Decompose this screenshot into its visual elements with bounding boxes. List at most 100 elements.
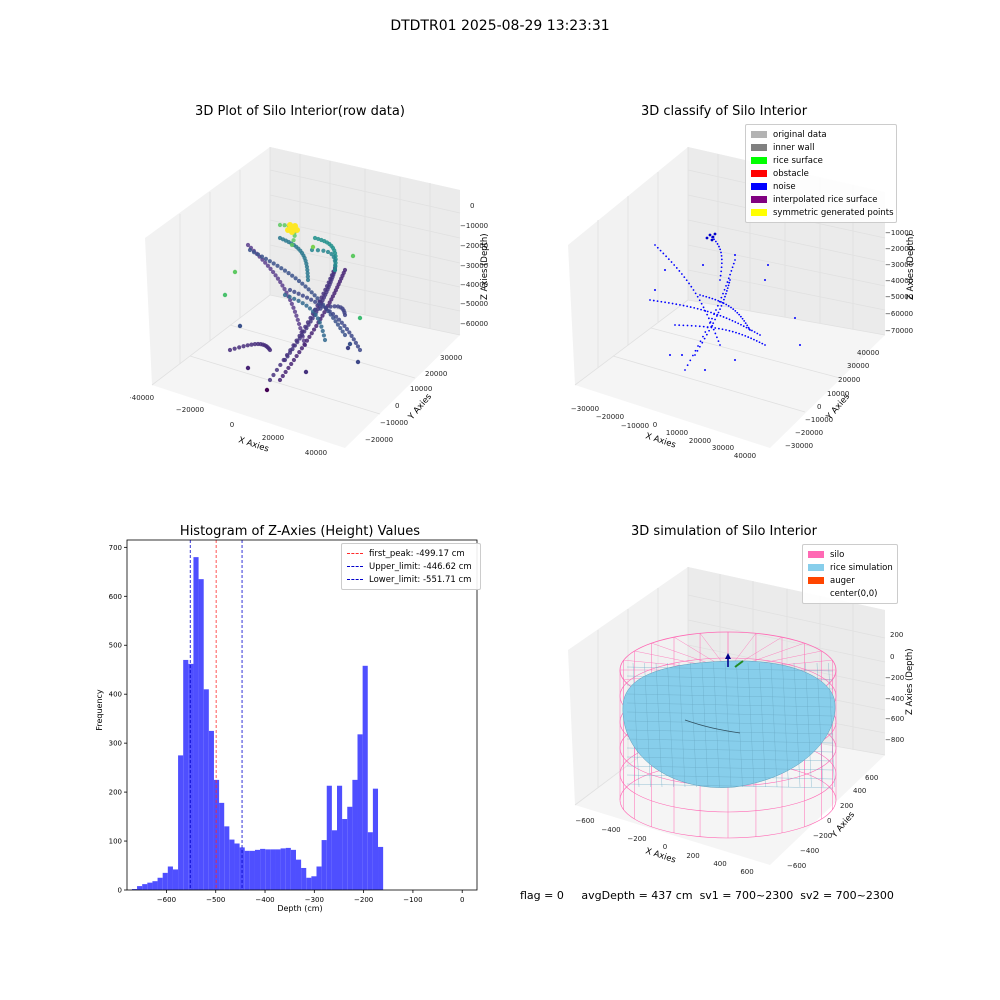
scatter-point bbox=[726, 287, 729, 290]
scatter-point bbox=[654, 244, 656, 246]
scatter-point bbox=[719, 314, 722, 317]
p1-ylabel: Y Axies bbox=[406, 392, 434, 423]
legend-swatch bbox=[751, 209, 767, 216]
scatter-point bbox=[669, 354, 671, 356]
rice-mesh-line bbox=[626, 738, 834, 744]
scatter-point bbox=[682, 304, 685, 307]
scatter-point bbox=[652, 299, 655, 302]
scatter-point bbox=[750, 337, 753, 340]
hist-bar bbox=[285, 847, 291, 890]
scatter-point bbox=[696, 307, 699, 310]
scatter-point bbox=[686, 364, 689, 367]
hist-ytick-label: 200 bbox=[109, 789, 122, 797]
scatter-point bbox=[728, 318, 731, 321]
hist-xtick-label: −200 bbox=[354, 896, 373, 904]
scatter-point bbox=[286, 271, 291, 276]
scatter-point bbox=[245, 343, 250, 348]
p4-xtick: −200 bbox=[627, 835, 646, 843]
p1-zlabel: Z Axies (Depth) bbox=[480, 233, 490, 300]
scatter-point bbox=[313, 312, 318, 317]
scatter-point bbox=[292, 289, 297, 294]
rice-mesh-line bbox=[626, 783, 834, 789]
scatter-point bbox=[736, 311, 739, 314]
scatter-point bbox=[353, 340, 358, 345]
hist-bar bbox=[378, 846, 384, 890]
hist-bar bbox=[137, 886, 143, 890]
scatter-point bbox=[324, 284, 330, 289]
scatter-point bbox=[327, 309, 332, 314]
flag-text: flag = 0 bbox=[520, 889, 564, 902]
scatter-point bbox=[714, 240, 717, 243]
scatter-point bbox=[753, 338, 755, 341]
scatter-point bbox=[704, 331, 707, 333]
scatter-point bbox=[667, 258, 670, 261]
scatter-point bbox=[255, 252, 261, 257]
scatter-point bbox=[289, 301, 294, 306]
p2-ytick: 0 bbox=[817, 403, 821, 411]
p2-ytick: 20000 bbox=[838, 376, 860, 384]
hist-bar bbox=[357, 734, 363, 890]
hist-bar bbox=[183, 659, 189, 890]
scatter-point bbox=[332, 258, 338, 263]
scatter-point bbox=[740, 323, 742, 326]
hist-bar bbox=[162, 872, 168, 890]
scatter-point bbox=[716, 336, 718, 339]
hist-bar bbox=[306, 877, 312, 890]
scatter-point bbox=[347, 330, 352, 335]
hist-xtick-label: −600 bbox=[157, 896, 176, 904]
scatter-point bbox=[270, 269, 276, 275]
legend-item-lower-limit: Lower_limit: -551.71 cm bbox=[347, 573, 475, 586]
scatter-point bbox=[701, 341, 704, 344]
scatter-point bbox=[739, 315, 742, 318]
rice-mesh-line bbox=[678, 662, 686, 788]
p4-xtick: 400 bbox=[713, 860, 726, 868]
scatter-point bbox=[735, 331, 737, 334]
p2-xtick: 20000 bbox=[689, 437, 711, 445]
scatter-point bbox=[756, 332, 759, 335]
hist-bar bbox=[142, 884, 148, 890]
scatter-point bbox=[759, 334, 761, 336]
scatter-point bbox=[303, 324, 308, 329]
p2-zlabel: Z Axies (Depth) bbox=[906, 233, 916, 300]
scatter-point bbox=[702, 325, 705, 328]
scatter-point bbox=[696, 295, 699, 298]
p1-ztick: −10000 bbox=[460, 222, 488, 230]
hist-bar bbox=[362, 665, 368, 890]
scatter-point bbox=[744, 322, 747, 325]
scatter-point bbox=[764, 279, 766, 281]
scatter-point bbox=[660, 300, 663, 303]
scatter-point bbox=[345, 345, 351, 351]
rice-mesh-line bbox=[690, 662, 697, 788]
scatter-point bbox=[713, 232, 717, 236]
p2-xtick: 10000 bbox=[666, 429, 688, 437]
scatter-point bbox=[707, 317, 710, 320]
scatter-point bbox=[731, 266, 734, 269]
legend-swatch bbox=[751, 170, 767, 177]
scatter-point bbox=[741, 317, 744, 320]
scatter-point bbox=[282, 268, 288, 273]
scatter-point bbox=[308, 315, 313, 321]
panel3-title: Histogram of Z-Axies (Height) Values bbox=[179, 524, 421, 539]
scatter-point bbox=[321, 248, 326, 253]
scatter-point bbox=[711, 297, 714, 300]
scatter-point bbox=[715, 309, 717, 311]
scatter-point bbox=[654, 289, 656, 291]
scatter-point bbox=[325, 249, 331, 255]
scatter-point bbox=[288, 348, 293, 353]
legend-item-symmetric: symmetric generated points bbox=[751, 206, 894, 219]
hist-bar bbox=[372, 788, 379, 890]
p4-zlabel: Z Axies (Depth) bbox=[905, 648, 915, 715]
scatter-point bbox=[675, 267, 678, 269]
scatter-point bbox=[746, 324, 749, 327]
scatter-point bbox=[718, 245, 720, 248]
scatter-point bbox=[294, 353, 299, 359]
hist-bar bbox=[311, 876, 317, 890]
legend-label: center(0,0) bbox=[830, 588, 878, 599]
rice-mesh-line bbox=[667, 662, 674, 788]
rice-crease bbox=[684, 719, 741, 734]
scatter-point bbox=[305, 267, 310, 273]
rice-mesh-line bbox=[626, 675, 834, 681]
scatter-point bbox=[708, 296, 711, 299]
p2-ztick: −20000 bbox=[885, 245, 913, 253]
scatter-point bbox=[292, 233, 297, 238]
